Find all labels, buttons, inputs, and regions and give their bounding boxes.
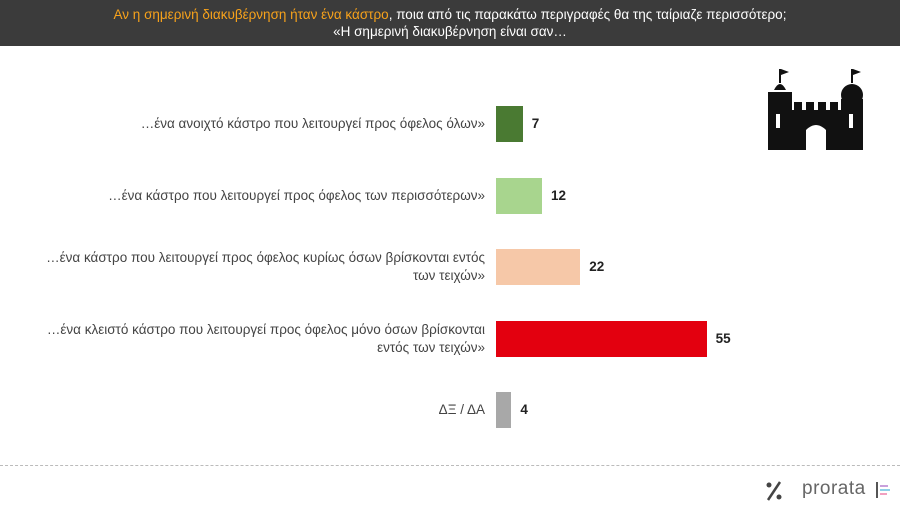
category-label: …ένα ανοιχτό κάστρο που λειτουργεί προς … [140,116,485,131]
value-label: 7 [531,116,540,131]
value-label: 12 [550,187,566,203]
bar [496,249,581,285]
logo-mark [876,482,890,498]
percent-icon [766,481,782,501]
bar [496,177,542,214]
bar [496,392,512,428]
value-label: 22 [589,259,605,274]
header: Αν η σημερινή διακυβέρνηση ήταν ένα κάστ… [0,0,900,46]
value-label: 4 [520,402,528,417]
castle-icon [768,69,863,150]
value-label: 55 [715,330,731,346]
category-label: …ένα κλειστό κάστρο που λειτουργεί προς … [46,321,485,355]
logo: prorata [802,478,866,499]
title-highlight: Αν η σημερινή διακυβέρνηση ήταν ένα κάστ… [113,7,389,22]
divider [0,465,900,466]
title: , ποια από τις παρακάτω περιγραφές θα τη… [388,7,787,22]
category-label: …ένα κάστρο που λειτουργεί προς όφελος τ… [108,187,485,203]
bar [496,106,523,142]
category-label: ΔΞ / ΔΑ [438,402,485,417]
bar [496,320,707,357]
category-label: …ένα κάστρο που λειτουργεί προς όφελος κ… [46,250,485,283]
subtitle: «Η σημερινή διακυβέρνηση είναι σαν… [333,24,567,39]
